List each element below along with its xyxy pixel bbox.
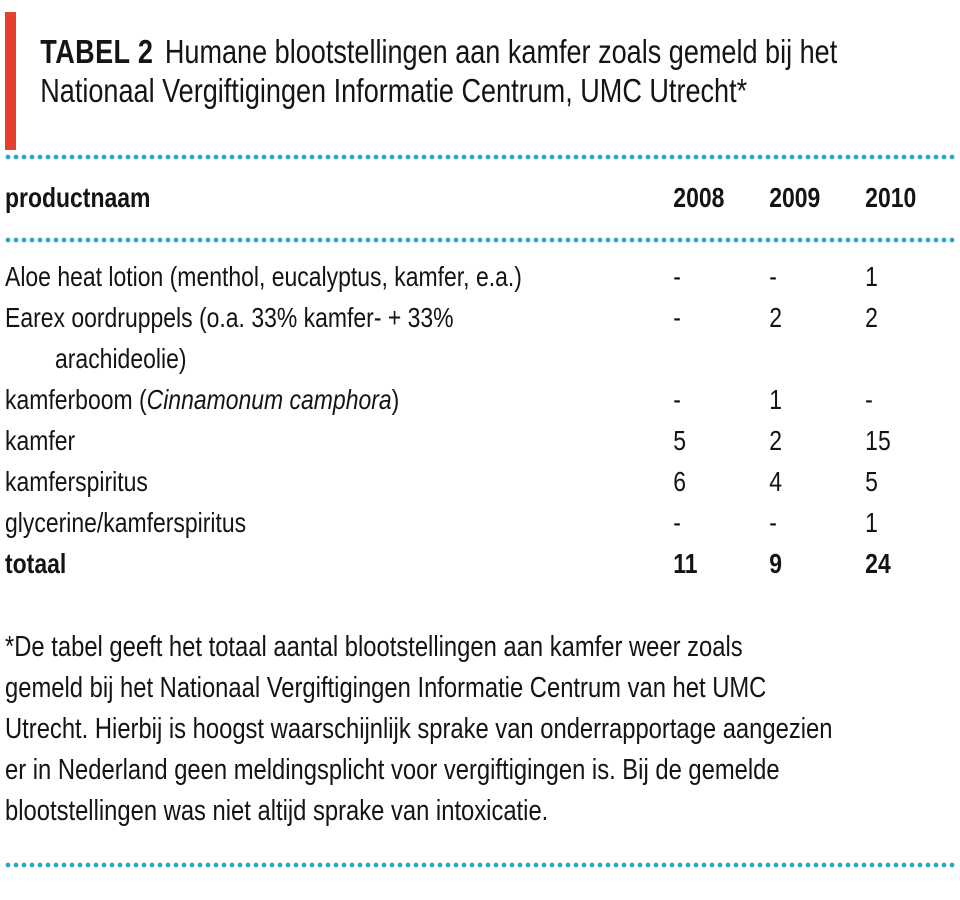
table-body: Aloe heat lotion (menthol, eucalyptus, k…	[5, 256, 960, 584]
product-name: Aloe heat lotion (menthol, eucalyptus, k…	[5, 261, 522, 292]
separator-dotted-top	[5, 154, 956, 160]
value-2008: -	[673, 507, 681, 538]
footnote-line: er in Nederland geen meldingsplicht voor…	[5, 754, 780, 786]
footnote-line: *De tabel geeft het totaal aantal bloots…	[5, 631, 743, 663]
table-row: Aloe heat lotion (menthol, eucalyptus, k…	[5, 256, 960, 297]
value-2010: -	[865, 384, 873, 415]
value-2010: 2	[865, 302, 878, 333]
total-2008: 11	[673, 548, 698, 579]
footnote-line: Utrecht. Hierbij is hoogst waarschijnlij…	[5, 713, 833, 745]
value-2009: 2	[769, 425, 783, 456]
product-name-prefix: kamferboom (	[5, 384, 147, 415]
value-2010: 1	[865, 261, 878, 292]
table-number-label: TABEL 2	[40, 33, 154, 70]
table-row: kamfer 5 2 15	[5, 420, 960, 461]
species-name: Cinnamonum camphora	[146, 384, 392, 415]
table-title-text: Humane blootstellingen aan kamfer zoals …	[164, 33, 838, 70]
product-name: Earex oordruppels (o.a. 33% kamfer- + 33…	[5, 297, 673, 379]
table-header-row: productnaam 2008 2009 2010	[5, 182, 960, 214]
value-2009: 2	[769, 302, 783, 333]
product-name: kamferspiritus	[5, 466, 148, 497]
total-2009: 9	[769, 548, 783, 579]
product-name-line2: arachideolie)	[55, 343, 187, 374]
product-name: kamfer	[5, 425, 76, 456]
value-2009: -	[769, 507, 777, 538]
product-name-line1: Earex oordruppels (o.a. 33% kamfer- + 33…	[5, 302, 454, 333]
column-header-2009: 2009	[769, 182, 821, 213]
column-header-productnaam: productnaam	[5, 182, 151, 213]
total-2010: 24	[865, 548, 891, 579]
value-2009: 1	[769, 384, 783, 415]
product-name: glycerine/kamferspiritus	[5, 507, 247, 538]
value-2008: -	[673, 302, 681, 333]
value-2010: 1	[865, 507, 878, 538]
value-2010: 15	[865, 425, 891, 456]
product-name: kamferboom (Cinnamonum camphora)	[5, 379, 673, 420]
value-2008: -	[673, 261, 681, 292]
table-title-line1: TABEL 2 Humane blootstellingen aan kamfer…	[40, 32, 837, 71]
separator-dotted-bottom	[5, 862, 956, 868]
total-label: totaal	[5, 548, 67, 579]
table-title: TABEL 2 Humane blootstellingen aan kamfer…	[40, 32, 837, 110]
product-name-suffix: )	[391, 384, 400, 415]
column-header-2008: 2008	[673, 182, 725, 213]
table-title-line2: Nationaal Vergiftigingen Informatie Cent…	[40, 72, 748, 109]
separator-dotted-header	[5, 237, 956, 243]
value-2009: 4	[769, 466, 783, 497]
table-footnote: *De tabel geeft het totaal aantal bloots…	[5, 627, 832, 832]
table-row: kamferspiritus 6 4 5	[5, 461, 960, 502]
value-2008: 5	[673, 425, 687, 456]
footnote-line: blootstellingen was niet altijd sprake v…	[5, 795, 549, 827]
footnote-line: gemeld bij het Nationaal Vergiftigingen …	[5, 672, 767, 704]
table-total-row: totaal 11 9 24	[5, 543, 960, 584]
accent-bar	[5, 12, 16, 150]
table-row: Earex oordruppels (o.a. 33% kamfer- + 33…	[5, 297, 960, 379]
value-2008: -	[673, 384, 681, 415]
value-2008: 6	[673, 466, 687, 497]
table-row: kamferboom (Cinnamonum camphora) - 1 -	[5, 379, 960, 420]
value-2010: 5	[865, 466, 878, 497]
value-2009: -	[769, 261, 777, 292]
column-header-2010: 2010	[865, 182, 917, 213]
table-row: glycerine/kamferspiritus - - 1	[5, 502, 960, 543]
